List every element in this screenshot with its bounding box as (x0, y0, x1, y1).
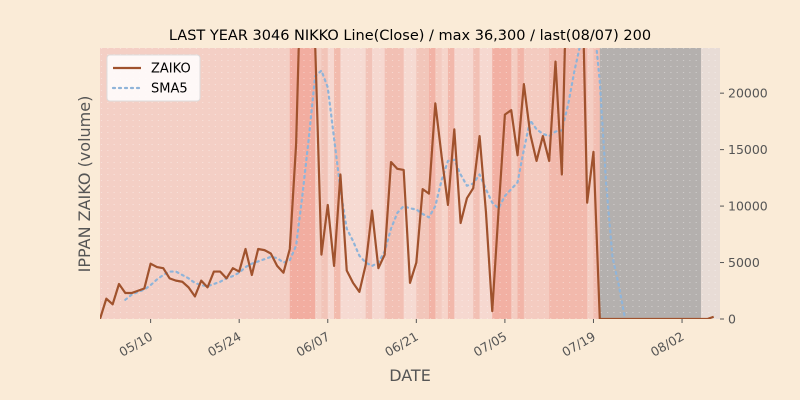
background-band (492, 48, 512, 319)
background-band (416, 48, 430, 319)
background-band (372, 48, 386, 319)
zaiko-line (100, 48, 715, 319)
background-band (327, 48, 335, 319)
background-band (321, 48, 329, 319)
background-band (473, 48, 481, 319)
background-band (384, 48, 405, 319)
background-band (454, 48, 474, 319)
background-band (365, 48, 373, 319)
series-layer (100, 48, 715, 319)
y-tick-label: 5000 (728, 255, 760, 270)
background-band (549, 48, 588, 319)
legend-label: ZAIKO (151, 62, 191, 77)
chart-title: LAST YEAR 3046 NIKKO Line(Close) / max 3… (169, 28, 651, 44)
background-band (701, 48, 720, 319)
legend: ZAIKO SMA5 (106, 54, 201, 102)
y-tick-label: 10000 (728, 199, 768, 214)
y-axis-title: IPPAN ZAIKO (volume) (75, 96, 94, 273)
background-band (428, 48, 436, 319)
background-bands (100, 48, 720, 319)
background-band (435, 48, 443, 319)
background-band (447, 48, 455, 319)
background-band (599, 48, 702, 319)
background-band (334, 48, 341, 319)
background-band (523, 48, 550, 319)
y-tick-label: 0 (728, 312, 736, 327)
y-tick-label: 15000 (728, 142, 768, 157)
legend-label: SMA5 (151, 82, 188, 97)
x-axis-title: DATE (389, 366, 431, 385)
legend-box (106, 54, 201, 102)
y-tick-label: 20000 (728, 86, 768, 101)
background-band (403, 48, 417, 319)
background-band (340, 48, 367, 319)
background-band (517, 48, 525, 319)
background-band (511, 48, 519, 319)
background-band (593, 48, 601, 319)
